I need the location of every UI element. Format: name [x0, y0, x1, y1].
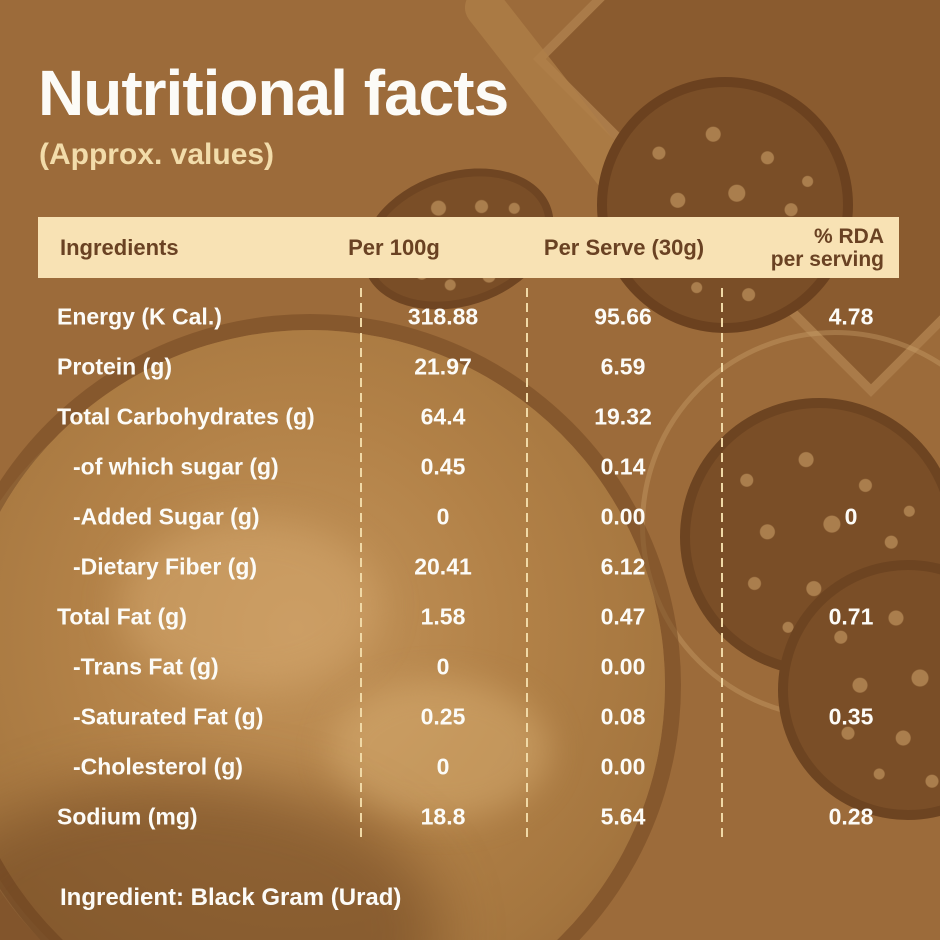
- cell-label: Sodium (mg): [57, 803, 198, 830]
- grain-bowl-top: [597, 77, 853, 333]
- cell-per-100g: 0.25: [420, 703, 466, 730]
- cell-per-100g: 318.88: [407, 303, 479, 330]
- cell-label: -Added Sugar (g): [73, 503, 260, 530]
- header-rda-line1: % RDA: [813, 224, 884, 248]
- cell-per-serve: 6.59: [600, 353, 646, 380]
- cell-rda: 4.78: [828, 303, 874, 330]
- cell-label: Energy (K Cal.): [57, 303, 222, 330]
- cell-per-100g: 0: [436, 503, 450, 530]
- cell-per-100g: 18.8: [420, 803, 466, 830]
- cell-label: Total Carbohydrates (g): [57, 403, 315, 430]
- cell-per-100g: 0: [436, 653, 450, 680]
- cell-label: Protein (g): [57, 353, 172, 380]
- table-header: Ingredients Per 100g Per Serve (30g) % R…: [38, 217, 899, 278]
- cell-label: -Saturated Fat (g): [73, 703, 264, 730]
- cell-rda: 0.71: [828, 603, 874, 630]
- row-sodium: Sodium (mg) 18.8 5.64 0.28: [38, 792, 899, 842]
- header-ingredients: Ingredients: [60, 234, 179, 260]
- row-of-which-sugar: -of which sugar (g) 0.45 0.14: [38, 442, 899, 492]
- header-per-100g: Per 100g: [348, 234, 440, 260]
- header-rda-line2: per serving: [770, 247, 884, 271]
- cell-label: -Cholesterol (g): [73, 753, 243, 780]
- row-protein: Protein (g) 21.97 6.59: [38, 342, 899, 392]
- header-per-serve: Per Serve (30g): [543, 234, 705, 260]
- cell-per-100g: 1.58: [420, 603, 466, 630]
- cell-label: -of which sugar (g): [73, 453, 279, 480]
- row-trans-fat: -Trans Fat (g) 0 0.00: [38, 642, 899, 692]
- row-total-carbohydrates: Total Carbohydrates (g) 64.4 19.32: [38, 392, 899, 442]
- column-divider: [526, 288, 528, 840]
- cell-per-serve: 0.08: [600, 703, 646, 730]
- cell-per-serve: 0.14: [600, 453, 646, 480]
- cell-per-100g: 64.4: [420, 403, 466, 430]
- dal-highlight: [330, 680, 550, 820]
- cell-rda: 0: [844, 503, 858, 530]
- cell-per-100g: 21.97: [414, 353, 472, 380]
- row-saturated-fat: -Saturated Fat (g) 0.25 0.08 0.35: [38, 692, 899, 742]
- dal-highlight: [120, 520, 380, 690]
- cell-per-serve: 19.32: [594, 403, 652, 430]
- row-energy: Energy (K Cal.) 318.88 95.66 4.78: [38, 292, 899, 342]
- page-title: Nutritional facts: [38, 57, 509, 129]
- cell-per-serve: 0.00: [600, 653, 646, 680]
- table-body: Energy (K Cal.) 318.88 95.66 4.78 Protei…: [38, 292, 899, 842]
- cell-label: -Dietary Fiber (g): [73, 553, 258, 580]
- page-subtitle: (Approx. values): [39, 138, 275, 171]
- cell-rda: 0.28: [828, 803, 874, 830]
- row-cholesterol: -Cholesterol (g) 0 0.00: [38, 742, 899, 792]
- cell-per-serve: 0.00: [600, 503, 646, 530]
- cell-per-serve: 95.66: [594, 303, 652, 330]
- cell-per-serve: 5.64: [600, 803, 646, 830]
- cell-per-serve: 0.47: [600, 603, 646, 630]
- column-divider: [721, 288, 723, 840]
- header-rda: % RDA per serving: [771, 224, 884, 270]
- cell-per-100g: 0: [436, 753, 450, 780]
- cell-label: Total Fat (g): [57, 603, 187, 630]
- ingredient-note: Ingredient: Black Gram (Urad): [60, 884, 402, 911]
- row-total-fat: Total Fat (g) 1.58 0.47 0.71: [38, 592, 899, 642]
- column-divider: [360, 288, 362, 840]
- cell-rda: 0.35: [828, 703, 874, 730]
- row-dietary-fiber: -Dietary Fiber (g) 20.41 6.12: [38, 542, 899, 592]
- cell-per-100g: 20.41: [414, 553, 472, 580]
- cell-per-serve: 0.00: [600, 753, 646, 780]
- cell-label: -Trans Fat (g): [73, 653, 219, 680]
- cell-per-serve: 6.12: [600, 553, 646, 580]
- row-added-sugar: -Added Sugar (g) 0 0.00 0: [38, 492, 899, 542]
- cell-per-100g: 0.45: [420, 453, 466, 480]
